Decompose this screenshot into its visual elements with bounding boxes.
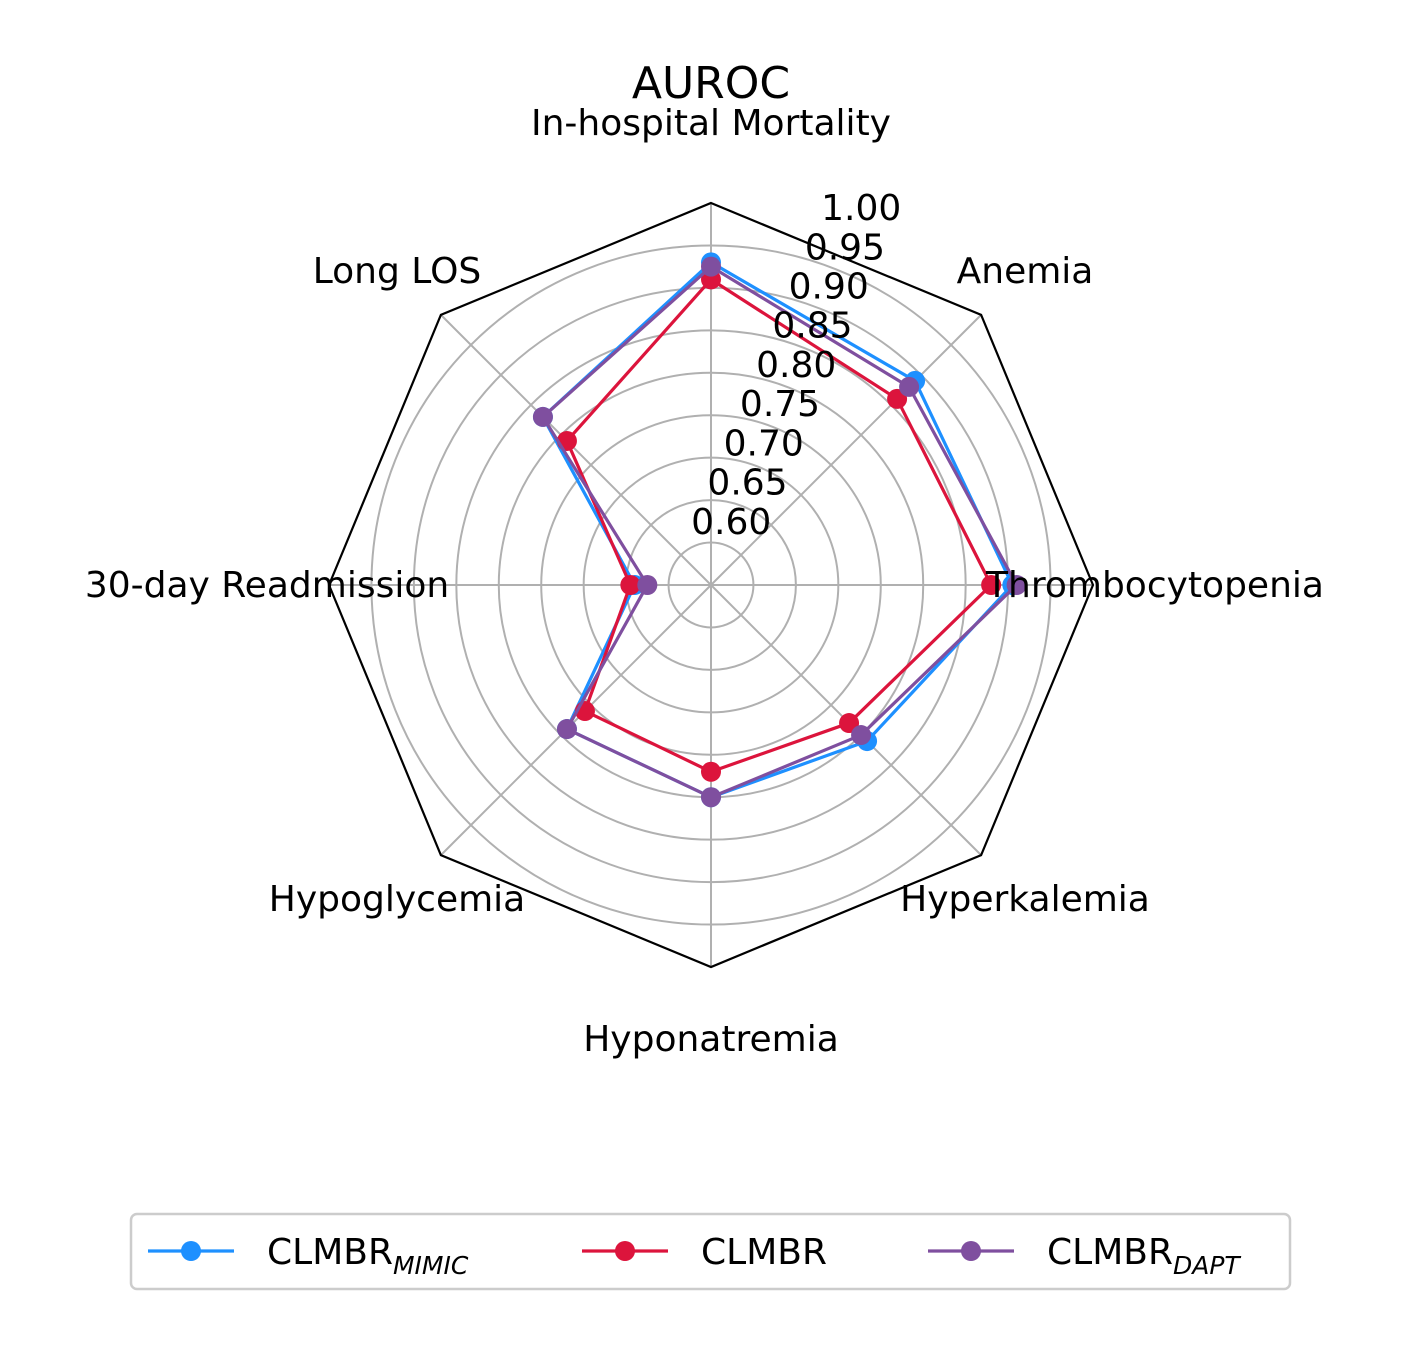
category-label: Hypoglycemia	[269, 879, 525, 920]
tick-label: 0.60	[691, 502, 771, 543]
legend-marker	[961, 1241, 981, 1261]
data-point	[532, 406, 553, 427]
legend-box	[129, 1212, 1292, 1291]
tick-label: 0.75	[740, 384, 820, 425]
legend-item: CLMBRDAPT	[928, 1232, 1241, 1280]
legend: CLMBRMIMIC CLMBR CLMBRDAPT	[129, 1212, 1292, 1291]
data-point	[851, 725, 872, 746]
data-point	[556, 430, 577, 451]
category-label: 30-day Readmission	[85, 565, 449, 606]
grid-spoke	[440, 584, 712, 856]
category-label: Long LOS	[313, 251, 482, 292]
tick-label: 0.95	[805, 227, 885, 268]
data-point	[637, 575, 658, 595]
data-point	[981, 575, 1002, 595]
data-point	[556, 719, 577, 740]
data-point	[701, 256, 721, 277]
data-point	[1006, 575, 1027, 595]
series-layer	[532, 252, 1027, 808]
data-point	[620, 575, 641, 595]
category-label: Hyperkalemia	[900, 879, 1150, 920]
radar-frame	[327, 201, 1095, 969]
data-point	[701, 787, 721, 808]
chart-title: AUROC	[632, 58, 790, 109]
legend-label: CLMBR	[701, 1232, 827, 1273]
category-label: Hyponatremia	[583, 1019, 839, 1060]
radar-spokes	[329, 203, 1093, 967]
tick-label: 0.85	[772, 306, 852, 347]
series-clmbr-dapt	[532, 256, 1027, 808]
tick-label: 0.70	[724, 423, 804, 464]
grid-spoke	[440, 314, 712, 586]
legend-marker	[181, 1241, 201, 1261]
legend-label: CLMBRMIMIC	[267, 1232, 469, 1280]
tick-label: 0.65	[707, 463, 787, 504]
tick-label: 0.90	[789, 267, 869, 308]
grid-spoke	[710, 314, 982, 586]
category-label: Anemia	[957, 251, 1094, 292]
legend-label: CLMBRDAPT	[1047, 1232, 1241, 1280]
data-point	[899, 376, 920, 397]
category-label: In-hospital Mortality	[531, 103, 891, 144]
legend-item: CLMBR	[582, 1232, 827, 1273]
category-label: Thrombocytopenia	[985, 565, 1324, 606]
data-point	[701, 761, 721, 782]
radial-tick-labels: 0.600.650.700.750.800.850.900.951.00	[691, 188, 901, 543]
category-labels: In-hospital Mortality Anemia Thrombocytope…	[85, 103, 1324, 1060]
tick-label: 1.00	[821, 188, 901, 229]
legend-marker	[615, 1241, 635, 1261]
legend-item: CLMBRMIMIC	[148, 1232, 469, 1280]
tick-label: 0.80	[756, 345, 836, 386]
